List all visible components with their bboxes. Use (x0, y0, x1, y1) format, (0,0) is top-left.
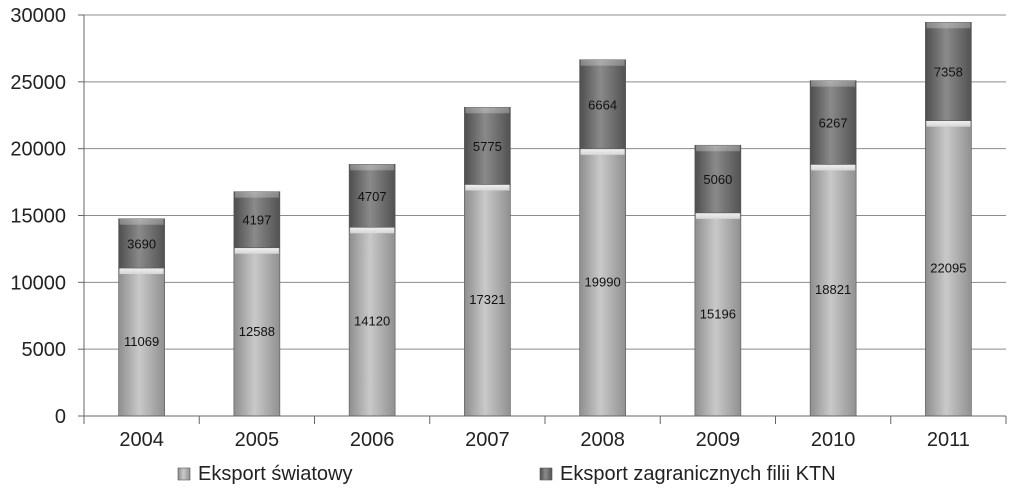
data-label: 11069 (124, 334, 159, 349)
data-label: 19990 (585, 274, 621, 289)
bar-cap (926, 120, 971, 127)
x-tick-label: 2007 (465, 429, 510, 451)
bar-cap (119, 268, 164, 275)
x-tick-label: 2011 (927, 429, 970, 451)
x-tick-label: 2010 (811, 429, 856, 451)
bar-segment-eksport-swiatowy-2004 (118, 267, 165, 417)
x-tick-label: 2005 (235, 429, 280, 451)
data-label: 6267 (819, 116, 848, 131)
data-label: 15196 (700, 306, 736, 321)
bar-cap (119, 218, 164, 225)
x-axis: 2004 2005 2006 2007 2008 2009 2010 2011 (83, 415, 1007, 451)
data-label: 18821 (815, 282, 851, 297)
bar-cap (350, 227, 395, 234)
y-tick-label: 10000 (10, 272, 66, 294)
bar-cap (695, 145, 740, 152)
data-label: 4197 (242, 213, 271, 228)
y-tick-label: 0 (55, 406, 66, 428)
bar-segment-eksport-filii-ktn-2007 (464, 106, 511, 185)
y-tick-label: 30000 (10, 5, 66, 27)
y-tick-label: 20000 (10, 139, 66, 161)
data-label: 6664 (588, 97, 617, 112)
legend-label: Eksport zagranicznych filii KTN (560, 463, 836, 485)
data-label: 7358 (934, 64, 963, 79)
x-tick-label: 2009 (696, 429, 741, 451)
bar-cap (695, 212, 740, 219)
bar-cap (580, 148, 625, 155)
bar-cap (350, 164, 395, 171)
data-label: 5060 (703, 172, 732, 187)
y-tick-label: 15000 (10, 206, 66, 228)
bar-cap (811, 164, 856, 171)
bar-cap (234, 247, 279, 254)
legend-swatch (539, 467, 553, 481)
legend-swatch (177, 467, 191, 481)
data-label: 22095 (930, 260, 966, 275)
data-label: 3690 (127, 236, 156, 251)
bar-cap (926, 22, 971, 29)
bar-segment-eksport-filii-ktn-2004 (118, 218, 165, 269)
data-label: 12588 (239, 324, 275, 339)
bar-segment-eksport-swiatowy-2006 (348, 226, 396, 417)
bars: 11069 3690 12588 4197 14120 4707 17321 5775 1999… (118, 22, 972, 417)
data-label: 4707 (358, 189, 387, 204)
bar-cap (465, 107, 510, 114)
bar-cap (811, 80, 856, 87)
data-label: 5775 (473, 139, 502, 154)
y-tick-label: 5000 (22, 339, 67, 361)
data-label: 14120 (354, 314, 390, 329)
x-tick-label: 2004 (119, 429, 164, 451)
bar-segment-eksport-filii-ktn-2010 (809, 80, 857, 165)
bar-cap (234, 191, 279, 198)
bar-segment-eksport-swiatowy-2005 (233, 247, 281, 417)
bar-segment-eksport-swiatowy-2008 (579, 148, 626, 417)
bar-segment-eksport-swiatowy-2011 (925, 120, 972, 417)
legend: Eksport światowy Eksport zagranicznych fi… (177, 463, 836, 485)
gridlines (84, 14, 1006, 417)
bar-cap (580, 59, 625, 66)
bar-segment-eksport-swiatowy-2009 (694, 212, 742, 417)
x-tick-label: 2006 (350, 429, 395, 451)
data-label: 17321 (469, 292, 505, 307)
bar-segment-eksport-filii-ktn-2011 (925, 22, 972, 121)
x-tick-label: 2008 (580, 429, 625, 451)
bar-segment-eksport-filii-ktn-2009 (694, 144, 742, 214)
bar-cap (465, 184, 510, 191)
y-axis: 0 5000 10000 15000 20000 25000 30000 (10, 5, 85, 428)
legend-label: Eksport światowy (198, 463, 353, 485)
bar-segment-eksport-swiatowy-2007 (464, 184, 511, 417)
bar-segment-eksport-filii-ktn-2008 (579, 59, 626, 150)
y-tick-label: 25000 (10, 72, 66, 94)
